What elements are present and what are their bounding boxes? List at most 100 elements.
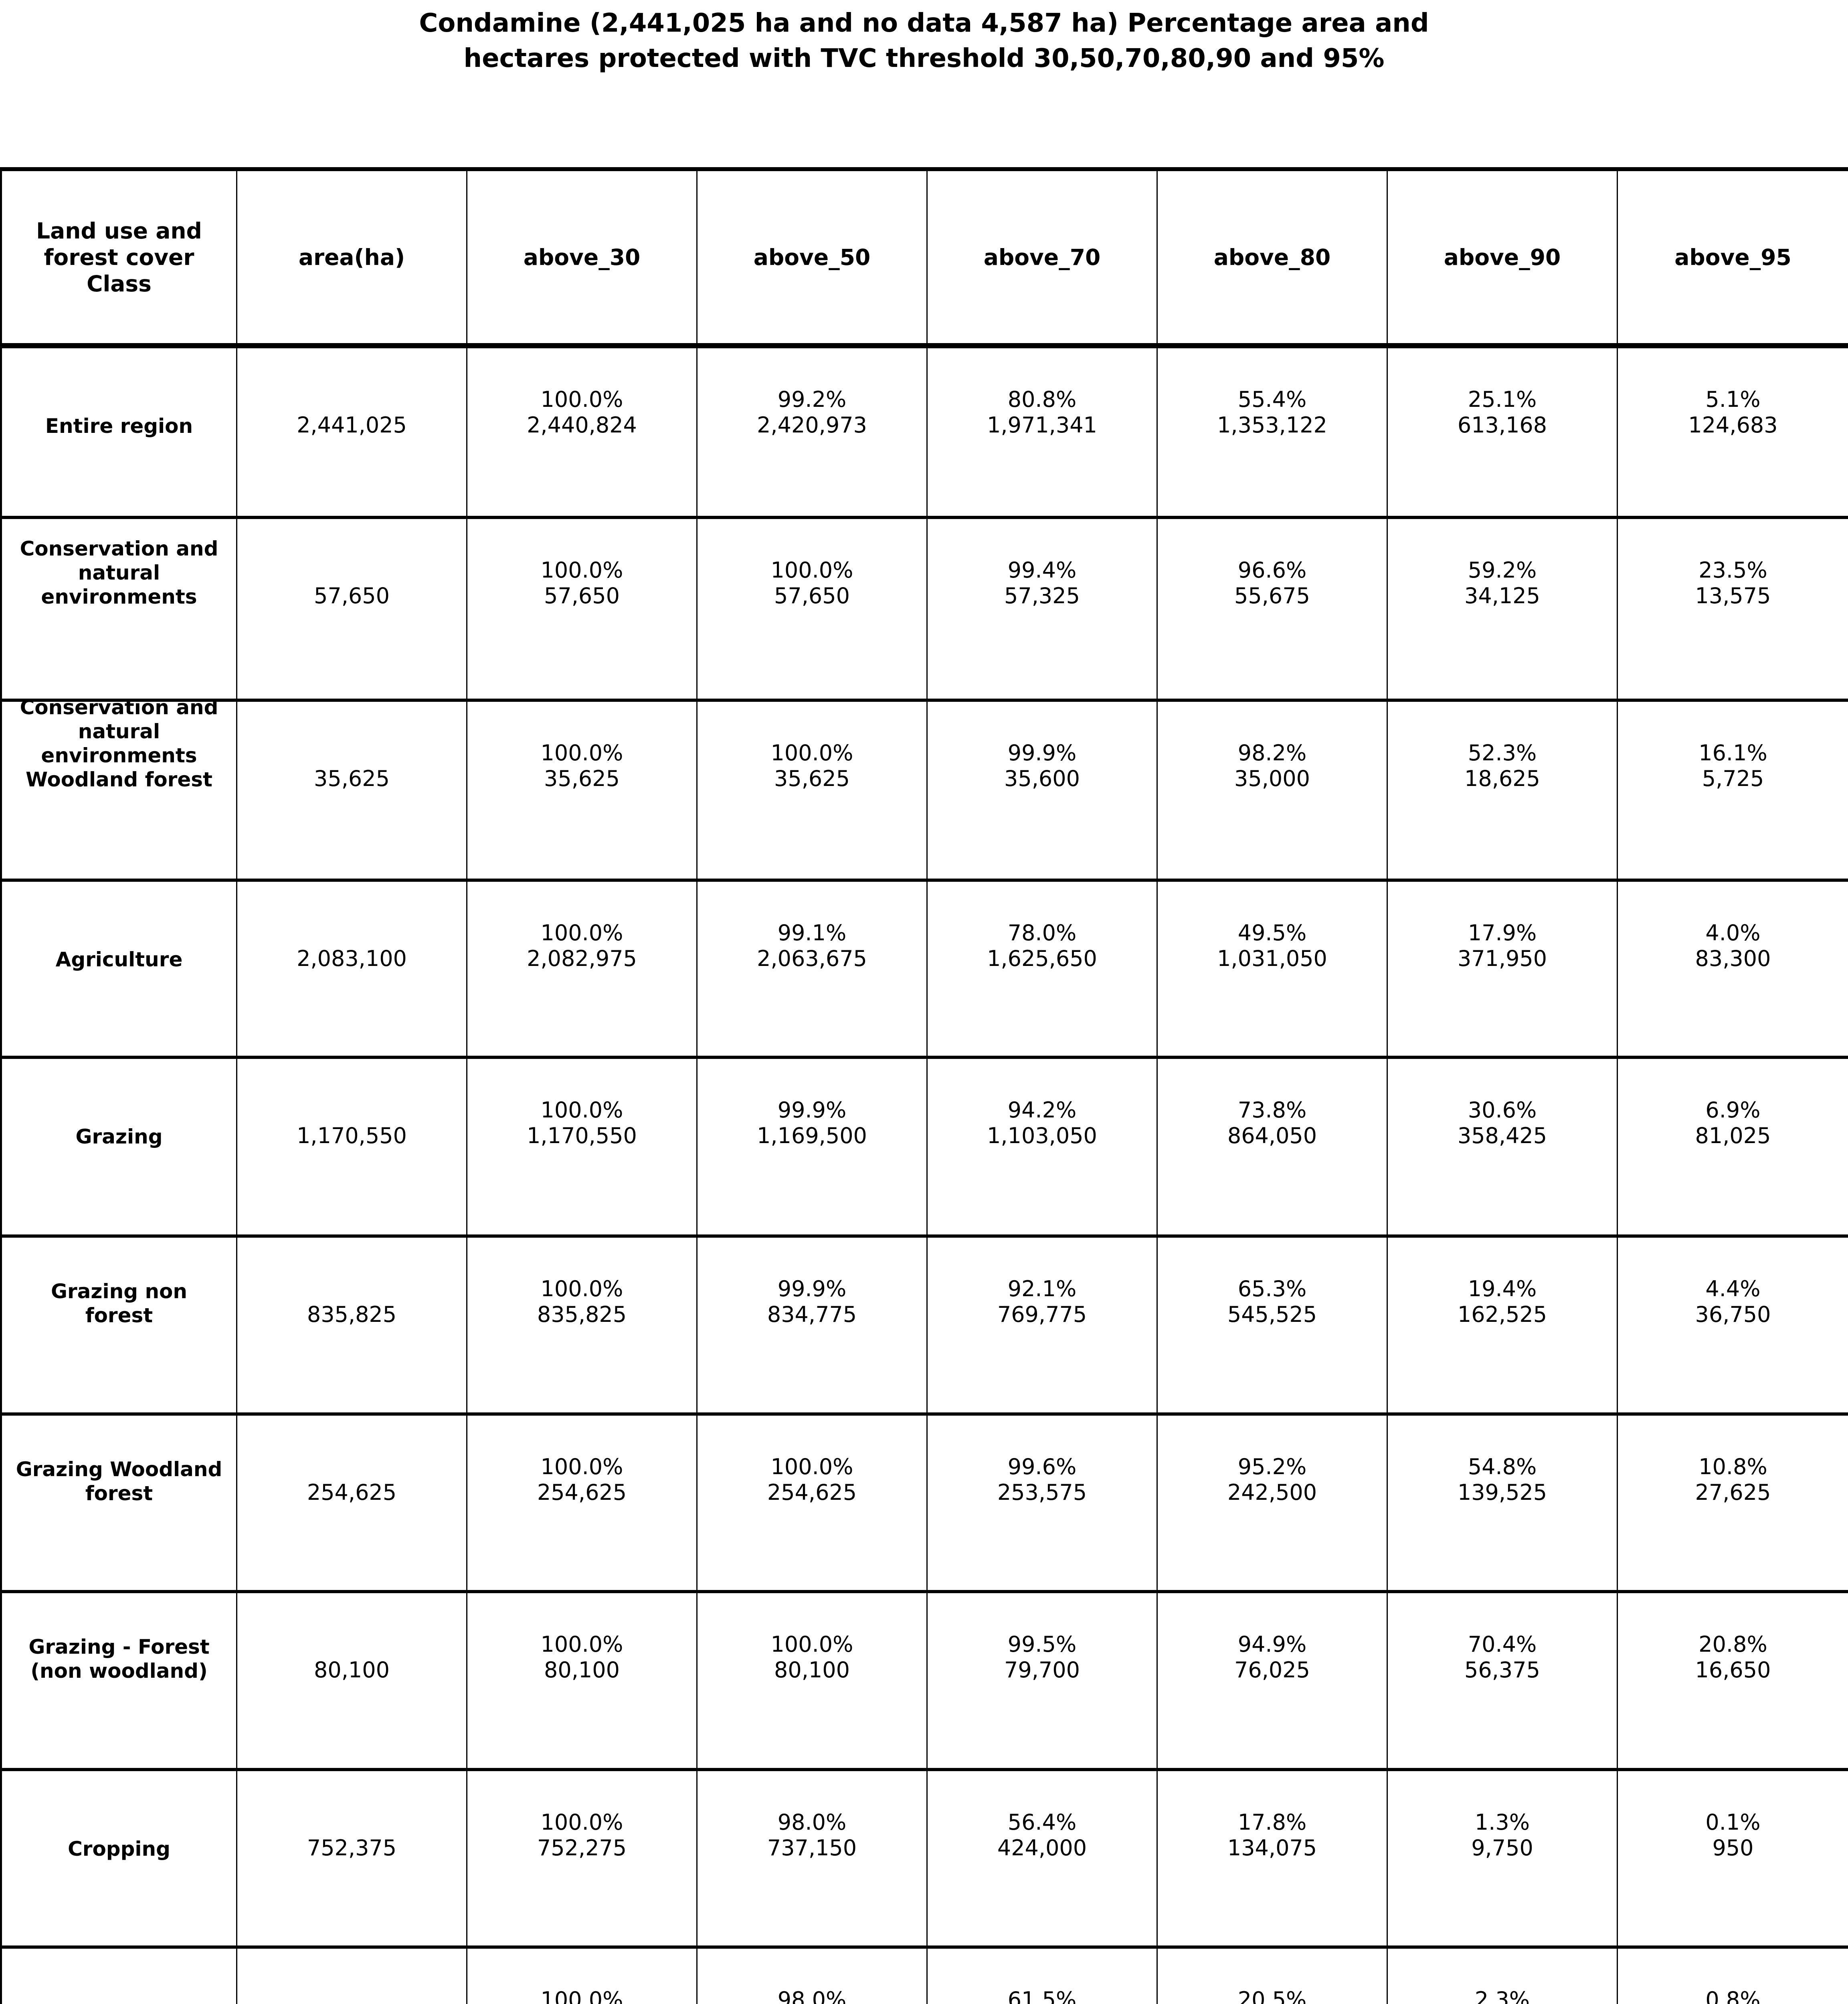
row-label: Cropping — [68, 1837, 170, 1861]
hectares-value: 35,625 — [774, 766, 850, 791]
table-row: Grazing 1,170,550 100.0% 1,170,550 99.9% 1… — [1, 1056, 1848, 1236]
table-row: Agriculture 2,083,100 100.0% 2,082,975 99… — [1, 879, 1848, 1057]
percent-value: 99.1% — [777, 920, 847, 945]
table-row: Conservation and natural environments 57… — [1, 516, 1848, 700]
cell-above70: 99.9% 35,600 — [926, 699, 1157, 880]
percent-value: 0.8% — [1705, 1987, 1761, 2004]
percent-value: 4.4% — [1705, 1276, 1761, 1301]
hectares-value: 55,675 — [1234, 583, 1310, 608]
cell-area: 57,650 — [236, 516, 467, 700]
cell-above50: 99.9% 834,775 — [696, 1234, 927, 1414]
hectares-value: 545,525 — [1227, 1302, 1317, 1327]
row-label: Conservation and natural environments — [20, 537, 218, 608]
percent-value: 20.8% — [1698, 1632, 1767, 1657]
col-header-above50: above_50 — [696, 169, 927, 348]
cell-area: 2,441,025 — [236, 345, 467, 517]
col-header-above30: above_30 — [466, 169, 697, 348]
cell-above70: 56.4% 424,000 — [926, 1768, 1157, 1947]
hectares-value: 1,971,341 — [987, 412, 1097, 438]
cell-above70: 80.8% 1,971,341 — [926, 345, 1157, 517]
percent-value: 99.6% — [1007, 1454, 1077, 1479]
percent-value: 100.0% — [540, 1097, 623, 1123]
percent-value: 99.9% — [1007, 740, 1077, 766]
percent-value: 94.9% — [1237, 1632, 1307, 1657]
cell-above90: 70.4% 56,375 — [1387, 1590, 1618, 1770]
cell-above50: 100.0% 35,625 — [696, 699, 927, 880]
percent-value: 100.0% — [540, 1987, 623, 2004]
percent-value: 99.5% — [1007, 1632, 1077, 1657]
cell-above30: 100.0% 752,275 — [466, 1768, 697, 1947]
row-area-value: 2,441,025 — [297, 412, 407, 438]
percent-value: 55.4% — [1237, 387, 1307, 412]
cell-above95: 16.1% 5,725 — [1617, 699, 1848, 880]
percent-value: 5.1% — [1705, 387, 1761, 412]
hectares-value: 2,082,975 — [527, 946, 637, 971]
hectares-value: 424,000 — [997, 1835, 1087, 1861]
percent-value: 99.2% — [777, 387, 847, 412]
cell-above95: 20.8% 16,650 — [1617, 1590, 1848, 1770]
hectares-value: 752,275 — [537, 1835, 627, 1861]
cell-above30: 100.0% 2,082,975 — [466, 879, 697, 1057]
hectares-value: 27,625 — [1695, 1480, 1771, 1505]
percent-value: 99.9% — [777, 1097, 847, 1123]
cell-area: 1,170,550 — [236, 1056, 467, 1236]
cell-class: Grazing — [1, 1056, 237, 1236]
hectares-value: 162,525 — [1457, 1302, 1547, 1327]
hectares-value: 737,150 — [767, 1835, 857, 1861]
cell-class: Grazing non forest — [1, 1234, 237, 1414]
row-label: Agriculture — [55, 948, 183, 971]
cell-above95: 4.0% 83,300 — [1617, 879, 1848, 1057]
cell-above50: 100.0% 80,100 — [696, 1590, 927, 1770]
percent-value: 100.0% — [540, 1632, 623, 1657]
row-label: Entire region — [45, 414, 193, 438]
table-header: Land use and forest cover Class area(ha)… — [1, 169, 1848, 348]
cell-above95: 4.4% 36,750 — [1617, 1234, 1848, 1414]
percent-value: 100.0% — [770, 558, 853, 583]
hectares-value: 864,050 — [1227, 1123, 1317, 1148]
cell-class: Agriculture — [1, 879, 237, 1057]
cell-above95: 6.9% 81,025 — [1617, 1056, 1848, 1236]
percent-value: 23.5% — [1698, 558, 1767, 583]
cell-above90: 30.6% 358,425 — [1387, 1056, 1618, 1236]
hectares-value: 1,031,050 — [1217, 946, 1327, 971]
cell-above95: 10.8% 27,625 — [1617, 1412, 1848, 1592]
hectares-value: 139,525 — [1457, 1480, 1547, 1505]
hectares-value: 613,168 — [1457, 412, 1547, 438]
percent-value: 80.8% — [1007, 387, 1077, 412]
hectares-value: 371,950 — [1457, 946, 1547, 971]
cell-above70: 94.2% 1,103,050 — [926, 1056, 1157, 1236]
percent-value: 95.2% — [1237, 1454, 1307, 1479]
hectares-value: 769,775 — [997, 1302, 1087, 1327]
cell-area: 254,625 — [236, 1412, 467, 1592]
hectares-value: 950 — [1712, 1835, 1754, 1861]
row-label: Conservation and natural environments Wo… — [20, 696, 218, 791]
table-row: Irrigation 159,900 100.0%159,875 98.0%15… — [1, 1945, 1848, 2004]
hectares-value: 1,625,650 — [987, 946, 1097, 971]
hectares-value: 835,825 — [537, 1302, 627, 1327]
row-area-value: 752,375 — [307, 1835, 397, 1861]
hectares-value: 2,420,973 — [757, 412, 867, 438]
cell-above50: 99.2% 2,420,973 — [696, 345, 927, 517]
cell-above30: 100.0% 835,825 — [466, 1234, 697, 1414]
percent-value: 56.4% — [1007, 1810, 1077, 1835]
percent-value: 98.0% — [777, 1987, 847, 2004]
cell-above30: 100.0% 57,650 — [466, 516, 697, 700]
percent-value: 20.5% — [1237, 1987, 1307, 2004]
cell-above80: 65.3% 545,525 — [1157, 1234, 1387, 1414]
cell-above30: 100.0% 35,625 — [466, 699, 697, 880]
row-area-value: 57,650 — [314, 583, 390, 608]
col-header-above95: above_95 — [1617, 169, 1848, 348]
table-row: Grazing Woodland forest 254,625 100.0% 25… — [1, 1412, 1848, 1592]
hectares-value: 1,353,122 — [1217, 412, 1327, 438]
cell-above95: 0.8%1,325 — [1617, 1945, 1848, 2004]
cell-area: 2,083,100 — [236, 879, 467, 1057]
cell-above95: 23.5% 13,575 — [1617, 516, 1848, 700]
hectares-value: 35,625 — [544, 766, 620, 791]
cell-above70: 99.6% 253,575 — [926, 1412, 1157, 1592]
cell-above80: 20.5%32,750 — [1157, 1945, 1387, 2004]
cell-above80: 98.2% 35,000 — [1157, 699, 1387, 880]
cell-above90: 1.3% 9,750 — [1387, 1768, 1618, 1947]
hectares-value: 242,500 — [1227, 1480, 1317, 1505]
hectares-value: 1,169,500 — [757, 1123, 867, 1148]
row-label: Grazing non forest — [51, 1280, 187, 1327]
